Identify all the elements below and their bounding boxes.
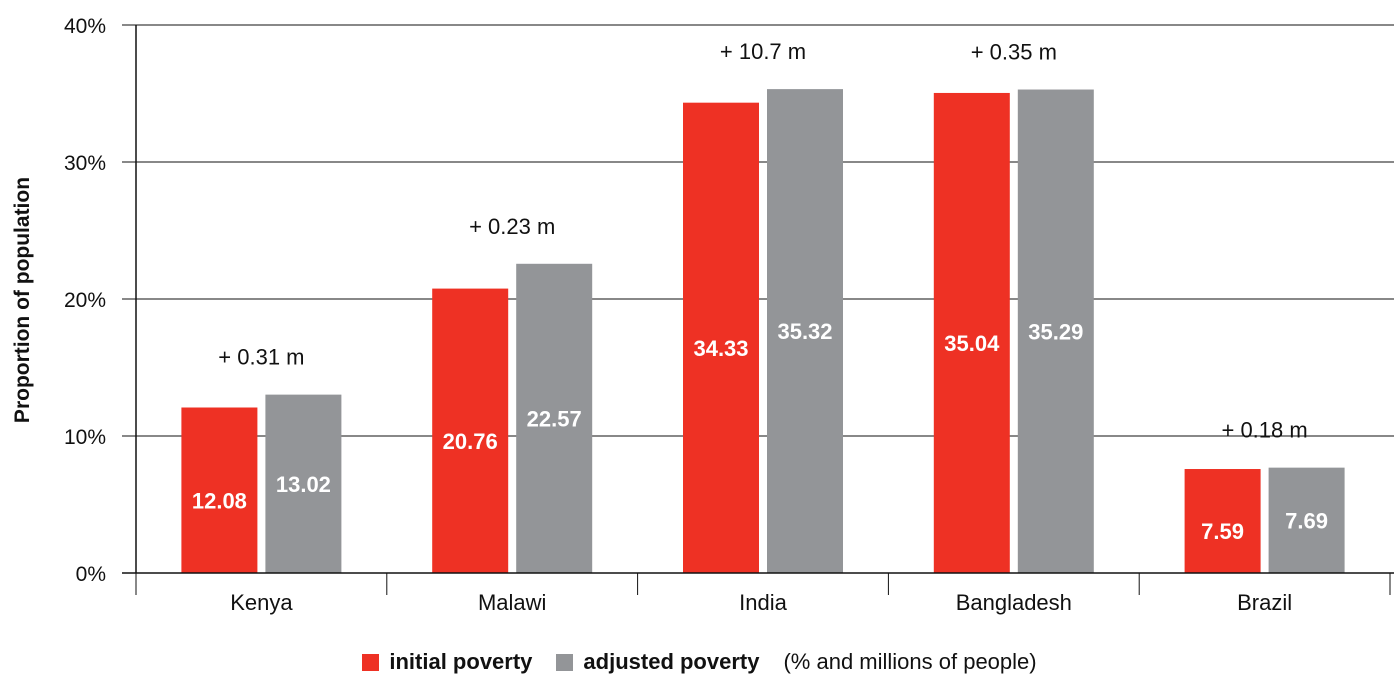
data-label-adjusted: 22.57 <box>527 406 582 431</box>
increase-annotation: + 10.7 m <box>720 39 806 64</box>
bar-initial <box>432 288 509 573</box>
increase-annotation: + 0.23 m <box>469 214 555 239</box>
data-label-initial: 7.59 <box>1201 519 1244 544</box>
y-tick-label: 40% <box>64 15 106 38</box>
legend-label-initial: initial poverty <box>389 649 533 674</box>
x-tick-label: Brazil <box>1237 590 1292 615</box>
y-tick-label: 0% <box>76 563 106 586</box>
increase-annotation: + 0.35 m <box>971 40 1057 65</box>
y-tick-label: 30% <box>64 152 106 175</box>
increase-annotation: + 0.18 m <box>1221 418 1307 443</box>
data-label-initial: 20.76 <box>443 429 498 454</box>
x-tick-label: Bangladesh <box>956 590 1072 615</box>
bar-initial <box>181 407 258 573</box>
legend-label-adjusted: adjusted poverty <box>583 649 760 674</box>
data-label-initial: 35.04 <box>944 331 1000 356</box>
bars <box>181 89 1345 574</box>
data-label-adjusted: 35.29 <box>1028 319 1083 344</box>
data-label-adjusted: 7.69 <box>1285 508 1328 533</box>
data-label-adjusted: 13.02 <box>276 472 331 497</box>
y-axis-label: Proportion of population <box>11 177 34 423</box>
increase-annotation: + 0.31 m <box>218 345 304 370</box>
bar-initial <box>933 92 1010 574</box>
legend-swatch-adjusted <box>556 654 574 671</box>
bar-adjusted <box>516 263 593 573</box>
legend-swatch-initial <box>362 654 380 671</box>
axes <box>122 25 1394 595</box>
y-tick-label: 10% <box>64 426 106 449</box>
data-label-initial: 12.08 <box>192 488 247 513</box>
bar-initial <box>683 102 759 573</box>
data-label-adjusted: 35.32 <box>777 319 832 344</box>
legend: initial poverty adjusted poverty (% and mi… <box>0 648 1399 676</box>
bar-adjusted <box>767 89 843 573</box>
data-label-initial: 34.33 <box>693 336 748 361</box>
poverty-bar-chart: 0% 10% 20% 30% 40% 12.08 13.02 Kenya + 0.31 m 20.… <box>11 15 1394 615</box>
bar-adjusted <box>1017 89 1094 573</box>
labels: 0% 10% 20% 30% 40% 12.08 13.02 Kenya + 0.31 m 20.… <box>64 15 1328 615</box>
bar-adjusted <box>1268 467 1345 573</box>
x-tick-label: Malawi <box>478 590 546 615</box>
legend-note: (% and millions of people) <box>783 649 1037 674</box>
x-tick-label: India <box>739 590 787 615</box>
bar-adjusted <box>265 394 342 573</box>
y-tick-label: 20% <box>64 289 106 312</box>
bar-initial <box>1184 469 1261 573</box>
x-tick-label: Kenya <box>230 590 293 615</box>
